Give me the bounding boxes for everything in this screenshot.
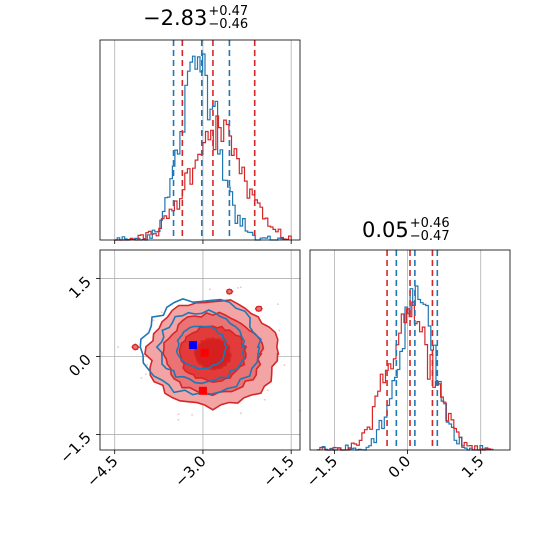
- joint-sample-point: [266, 389, 269, 392]
- joint-sample-point: [191, 413, 193, 416]
- hist-y-blue-step: [321, 285, 494, 451]
- joint-sample-point: [278, 329, 281, 332]
- joint-sample-point: [177, 413, 180, 416]
- joint-y-tick-label: 0.0: [65, 351, 95, 381]
- hist-y-title-minus: −0.47: [409, 228, 450, 244]
- hist-x-title-plus: +0.47: [208, 3, 249, 19]
- hist-y-frame: [309, 249, 511, 451]
- joint-sample-point: [208, 288, 211, 291]
- joint-sample-point: [152, 319, 155, 322]
- joint-x-tick-label: −1.5: [260, 452, 298, 490]
- hist-x-title: −2.83 +0.47 −0.46: [143, 3, 249, 34]
- joint-sample-point: [237, 286, 239, 289]
- joint-sample-point: [177, 418, 180, 421]
- hist-y-tick-label: −1.5: [303, 452, 341, 490]
- joint-blue-contour-3: [175, 325, 228, 370]
- joint-marker-red: [200, 348, 209, 357]
- joint-marker-blue: [188, 341, 197, 350]
- joint-sample-point: [240, 412, 242, 415]
- joint-x-tick-label: −3.0: [171, 452, 209, 490]
- hist-x-frame: [99, 39, 301, 241]
- hist-x-red-step: [114, 115, 292, 241]
- hist-x-title-value: −2.83: [143, 6, 208, 30]
- joint-sample-point: [283, 364, 286, 366]
- hist-y-title: 0.05 +0.46 −0.47: [362, 215, 450, 246]
- joint-sample-point: [160, 311, 163, 314]
- hist-y-red-step: [316, 301, 492, 451]
- joint-marker-red: [198, 386, 207, 395]
- joint-sample-point: [239, 286, 242, 289]
- joint-sample-point: [144, 373, 147, 376]
- joint-red-outlier: [131, 343, 140, 351]
- joint-frame: [99, 249, 301, 451]
- hist-y-title-plus: +0.46: [409, 215, 450, 231]
- joint-sample-point: [117, 346, 120, 348]
- hist-y-tick-label: 1.5: [458, 452, 488, 482]
- joint-y-tick-label: −1.5: [56, 429, 94, 467]
- joint-x-tick-label: −4.5: [83, 452, 121, 490]
- hist-x-panel: [99, 39, 301, 244]
- joint-panel: −4.5 −3.0 −1.5 1.5 0.0 −1.5: [56, 249, 301, 491]
- hist-x-blue-step: [114, 53, 286, 241]
- joint-sample-point: [263, 398, 266, 401]
- joint-sample-point: [276, 303, 279, 306]
- hist-x-title-minus: −0.46: [208, 16, 249, 32]
- joint-blue-contour-1: [139, 298, 262, 396]
- hist-y-tick-label: 0.0: [385, 452, 415, 482]
- joint-y-tick-label: 1.5: [65, 273, 95, 303]
- joint-sample-point: [146, 363, 149, 366]
- hist-y-panel: −1.5 0.0 1.5: [303, 249, 511, 491]
- hist-y-title-value: 0.05: [362, 218, 409, 242]
- joint-blue-contour-2: [155, 309, 246, 385]
- joint-red-outlier: [254, 305, 263, 312]
- joint-red-outlier: [225, 288, 234, 295]
- joint-sample-point: [140, 377, 143, 379]
